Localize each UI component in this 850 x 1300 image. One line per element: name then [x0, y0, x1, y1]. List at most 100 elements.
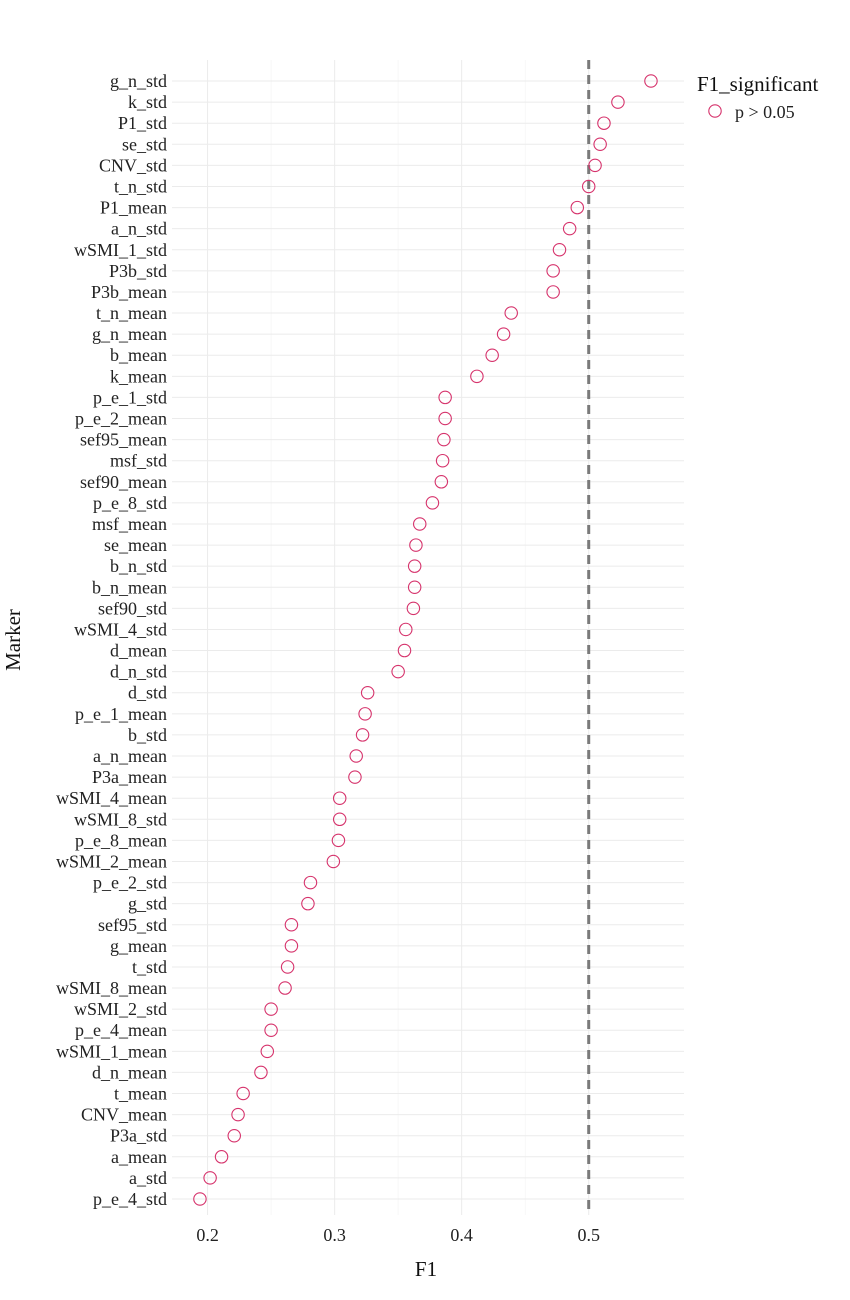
y-tick-label: t_std — [132, 957, 167, 977]
y-tick-label: p_e_8_mean — [75, 830, 167, 850]
y-tick-label: wSMI_8_std — [74, 809, 167, 829]
y-tick-label: wSMI_4_std — [74, 619, 167, 639]
data-point — [438, 390, 452, 405]
y-axis-title: Marker — [1, 609, 25, 671]
data-point — [485, 348, 499, 362]
data-point — [360, 685, 375, 700]
data-point — [355, 728, 370, 742]
data-point — [193, 1192, 207, 1206]
y-tick-label: sef95_mean — [80, 430, 167, 450]
y-tick-label: b_n_std — [110, 556, 167, 576]
data-point — [435, 453, 450, 468]
data-point — [278, 981, 292, 995]
y-tick-label: a_n_mean — [93, 746, 167, 766]
x-tick-label: 0.3 — [323, 1225, 346, 1245]
data-point — [280, 960, 295, 974]
y-tick-label: P1_std — [118, 113, 167, 133]
y-tick-label: msf_mean — [92, 514, 167, 534]
data-point — [332, 791, 347, 805]
y-tick-label: wSMI_2_std — [74, 999, 167, 1019]
y-tick-label: t_n_mean — [96, 303, 167, 323]
y-tick-label: p_e_2_mean — [75, 409, 167, 429]
y-tick-label: d_mean — [110, 641, 167, 661]
y-tick-label: P3b_std — [109, 261, 167, 281]
y-tick-label: P3a_mean — [92, 767, 167, 787]
x-tick-labels: 0.2 0.3 0.4 0.5 — [196, 1225, 600, 1245]
y-tick-label: a_std — [129, 1168, 167, 1188]
data-point — [412, 517, 427, 531]
data-point — [231, 1107, 245, 1122]
data-point — [264, 1002, 278, 1016]
data-point — [407, 559, 422, 573]
y-tick-label: p_e_4_mean — [75, 1020, 167, 1040]
data-point — [331, 833, 346, 848]
y-tick-labels: g_n_stdk_stdP1_stdse_stdCNV_stdt_n_stdP1… — [56, 71, 167, 1209]
x-tick-label: 0.4 — [450, 1225, 473, 1245]
data-point — [264, 1023, 278, 1037]
y-tick-label: p_e_1_std — [93, 387, 167, 407]
y-tick-label: k_mean — [110, 366, 167, 386]
data-point — [407, 580, 422, 595]
y-tick-label: t_mean — [114, 1084, 167, 1104]
data-point — [434, 475, 449, 489]
y-tick-label: wSMI_1_std — [74, 240, 167, 260]
data-point — [214, 1150, 229, 1164]
y-tick-label: k_std — [128, 92, 167, 112]
y-tick-label: b_mean — [110, 345, 167, 365]
y-tick-label: t_n_std — [114, 176, 167, 196]
legend-title: F1_significant — [697, 72, 818, 96]
data-point — [437, 432, 451, 447]
data-point — [546, 264, 560, 278]
y-tick-label: CNV_mean — [81, 1105, 167, 1125]
data-point — [397, 643, 412, 658]
data-point — [227, 1128, 242, 1143]
y-tick-label: p_e_4_std — [93, 1189, 167, 1209]
y-tick-label: P3b_mean — [91, 282, 167, 302]
data-point — [301, 896, 315, 911]
y-tick-label: d_std — [128, 683, 167, 703]
data-point — [348, 770, 362, 784]
data-point — [406, 601, 421, 616]
data-point — [303, 875, 318, 890]
legend-entry-label: p > 0.05 — [735, 102, 795, 122]
data-point — [260, 1044, 275, 1059]
y-tick-label: wSMI_2_mean — [56, 851, 167, 871]
data-point — [496, 327, 511, 341]
x-tick-label: 0.5 — [577, 1225, 600, 1245]
data-point — [203, 1171, 217, 1185]
data-point — [470, 369, 484, 384]
y-tick-label: sef95_std — [98, 915, 167, 935]
y-tick-label: g_mean — [110, 936, 167, 956]
y-tick-label: d_n_std — [110, 662, 167, 682]
data-point — [332, 812, 347, 827]
data-point — [438, 411, 452, 426]
y-tick-label: P3a_std — [110, 1126, 167, 1146]
y-tick-label: p_e_1_mean — [75, 704, 167, 724]
y-tick-label: sef90_std — [98, 598, 167, 618]
y-tick-label: se_mean — [104, 535, 167, 555]
y-tick-label: wSMI_1_mean — [56, 1041, 167, 1061]
data-point — [593, 137, 607, 152]
data-point — [504, 306, 518, 320]
y-tick-label: b_std — [128, 725, 167, 745]
data-point — [581, 179, 596, 194]
y-tick-label: wSMI_4_mean — [56, 788, 167, 808]
points-layer — [193, 74, 658, 1206]
y-tick-label: P1_mean — [100, 198, 167, 218]
data-point — [597, 116, 611, 130]
y-tick-label: g_std — [128, 894, 167, 914]
data-point — [552, 243, 567, 257]
data-point — [254, 1065, 268, 1080]
y-tick-label: sef90_mean — [80, 472, 167, 492]
grid-layer — [172, 60, 684, 1215]
y-tick-label: g_n_std — [110, 71, 167, 91]
x-tick-label: 0.2 — [196, 1225, 219, 1245]
data-point — [399, 622, 413, 637]
y-tick-label: wSMI_8_mean — [56, 978, 167, 998]
data-point — [588, 158, 602, 173]
data-point — [409, 538, 423, 552]
data-point — [570, 200, 585, 215]
data-point — [611, 95, 625, 109]
y-tick-label: a_mean — [111, 1147, 167, 1167]
